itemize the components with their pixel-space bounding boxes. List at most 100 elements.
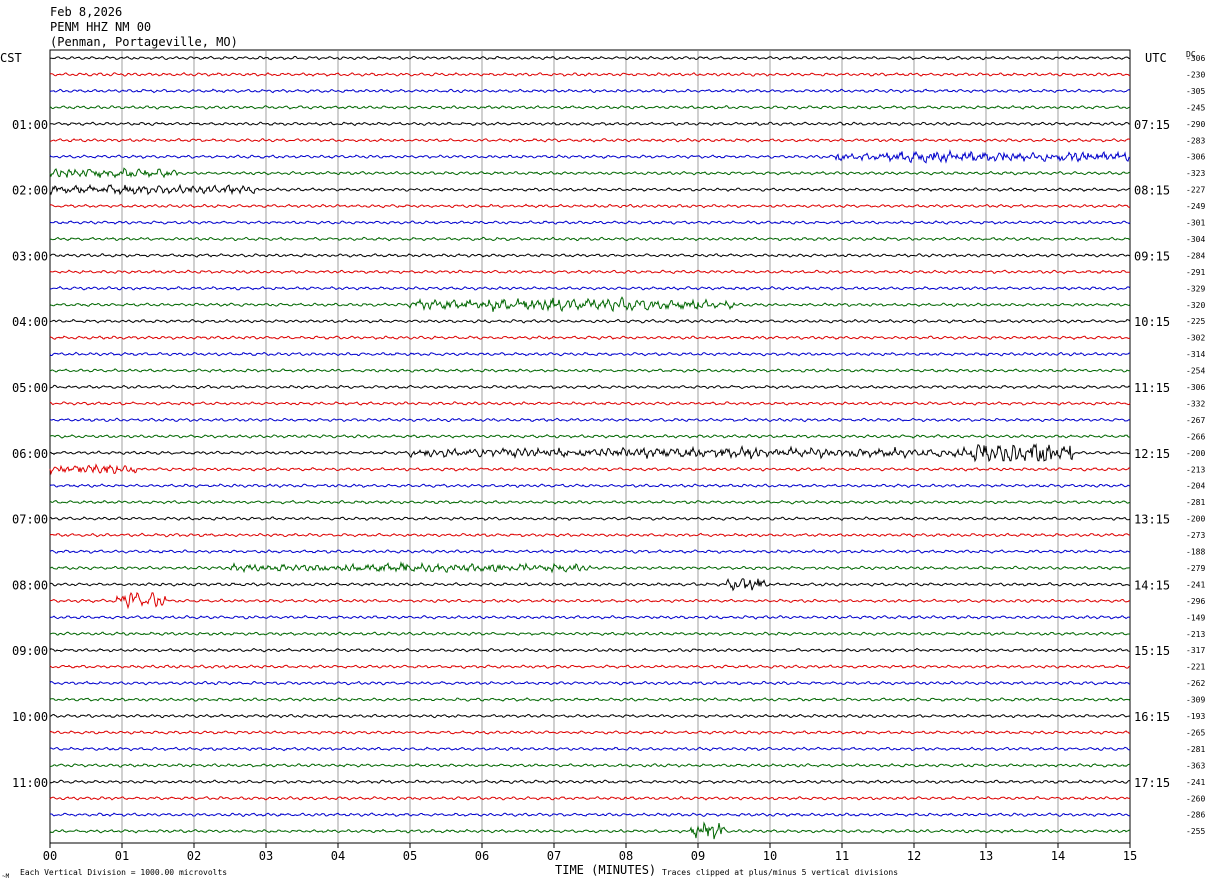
dc-offset-label: -323 [1186, 169, 1205, 178]
utc-hour-label: 14:15 [1134, 578, 1170, 592]
dc-offset-label: -200 [1186, 515, 1205, 524]
dc-offset-label: -188 [1186, 548, 1205, 557]
cst-hour-label: 06:00 [12, 447, 48, 461]
seismic-trace [49, 105, 1131, 110]
utc-hour-label: 08:15 [1134, 184, 1170, 198]
cst-axis-title: CST [0, 51, 22, 65]
seismic-trace [49, 253, 1131, 258]
dc-offset-label: -225 [1186, 317, 1205, 326]
x-axis: 00 01 02 03 04 05 06 07 08 09 10 11 12 13 14 15 [43, 843, 1137, 863]
dc-offset-label: -254 [1186, 367, 1205, 376]
corner-mark: ~M [2, 873, 10, 880]
x-tick-label: 14 [1051, 849, 1065, 863]
seismic-trace [49, 591, 1130, 610]
dc-offset-label: -306 [1186, 54, 1205, 63]
utc-hour-label: 13:15 [1134, 513, 1170, 527]
dc-offset-label: -149 [1186, 613, 1205, 622]
x-tick-label: 10 [763, 849, 777, 863]
station-label: PENM HHZ NM 00 [50, 20, 152, 34]
dc-offset-label: -332 [1186, 399, 1205, 408]
seismic-trace [49, 561, 1131, 574]
dc-offset-label: -302 [1186, 334, 1205, 343]
dc-offset-label: -305 [1186, 87, 1205, 96]
dc-offset-label: -267 [1186, 416, 1205, 425]
dc-offset-label: -204 [1186, 482, 1205, 491]
seismic-trace [49, 236, 1131, 242]
dc-offset-label: -286 [1186, 811, 1205, 820]
x-tick-label: 07 [547, 849, 561, 863]
utc-axis-title: UTC [1145, 51, 1167, 65]
seismic-trace [49, 812, 1131, 817]
dc-offset-label: -241 [1186, 580, 1205, 589]
dc-offset-label: -284 [1186, 251, 1205, 260]
cst-hour-label: 09:00 [12, 644, 48, 658]
dc-offset-label: -245 [1186, 103, 1205, 112]
dc-offset-label: -301 [1186, 219, 1205, 228]
dc-offset-label: -260 [1186, 794, 1205, 803]
seismic-trace [49, 149, 1131, 164]
seismic-trace [49, 697, 1131, 702]
dc-offset-label: -193 [1186, 712, 1205, 721]
dc-header: DC [1186, 50, 1196, 59]
seismic-trace [49, 463, 1131, 476]
utc-hour-label: 10:15 [1134, 315, 1170, 329]
seismic-trace [49, 680, 1131, 686]
utc-hour-label: 07:15 [1134, 118, 1170, 132]
x-tick-label: 11 [835, 849, 849, 863]
seismic-trace [49, 318, 1131, 324]
cst-hour-label: 07:00 [12, 513, 48, 527]
x-tick-label: 05 [403, 849, 417, 863]
dc-offset-label: -304 [1186, 235, 1205, 244]
seismic-trace [49, 821, 1131, 840]
x-tick-label: 06 [475, 849, 489, 863]
seismic-trace [49, 88, 1131, 94]
date-label: Feb 8,2026 [50, 5, 123, 19]
seismic-trace [49, 549, 1131, 554]
cst-hour-label: 08:00 [12, 578, 48, 592]
dc-offset-label: -290 [1186, 120, 1205, 129]
seismic-trace [49, 121, 1130, 127]
dc-offset-label: -262 [1186, 679, 1205, 688]
x-tick-label: 13 [979, 849, 993, 863]
dc-offset-label: -363 [1186, 761, 1205, 770]
utc-hour-label: 11:15 [1134, 381, 1170, 395]
seismic-trace [49, 779, 1131, 785]
seismic-trace [49, 615, 1131, 620]
cst-hour-label: 04:00 [12, 315, 48, 329]
seismic-trace [49, 203, 1131, 209]
dc-offset-label: -281 [1186, 745, 1205, 754]
utc-hour-label: 15:15 [1134, 644, 1170, 658]
seismic-trace [49, 578, 1131, 592]
dc-offset-label: -249 [1186, 202, 1205, 211]
x-axis-title: TIME (MINUTES) [555, 863, 657, 877]
x-tick-label: 09 [691, 849, 705, 863]
seismic-trace [49, 384, 1131, 390]
seismic-trace [49, 664, 1131, 669]
time-labels: -306 -230 -305 -245 -290 -283 -306 -323 -227 -249… [12, 54, 1205, 836]
seismic-trace [49, 351, 1131, 357]
seismic-trace [49, 647, 1131, 653]
x-tick-label: 01 [115, 849, 129, 863]
dc-offset-label: -291 [1186, 268, 1205, 277]
dc-offset-label: -255 [1186, 827, 1205, 836]
x-tick-label: 12 [907, 849, 921, 863]
x-tick-label: 03 [259, 849, 273, 863]
seismic-trace [49, 296, 1131, 313]
x-tick-label: 04 [331, 849, 345, 863]
seismic-trace [49, 434, 1130, 439]
seismic-trace [49, 417, 1131, 423]
dc-offset-label: -314 [1186, 350, 1205, 359]
seismic-trace [49, 713, 1131, 719]
seismic-trace [49, 220, 1131, 225]
seismic-trace [49, 285, 1131, 291]
seismic-trace [49, 516, 1131, 521]
dc-offset-label: -329 [1186, 284, 1205, 293]
cst-hour-label: 11:00 [12, 776, 48, 790]
utc-hour-label: 12:15 [1134, 447, 1170, 461]
dc-offset-label: -213 [1186, 630, 1205, 639]
seismic-trace [49, 269, 1131, 275]
dc-offset-label: -283 [1186, 136, 1205, 145]
dc-offset-label: -320 [1186, 301, 1205, 310]
utc-hour-label: 16:15 [1134, 710, 1170, 724]
